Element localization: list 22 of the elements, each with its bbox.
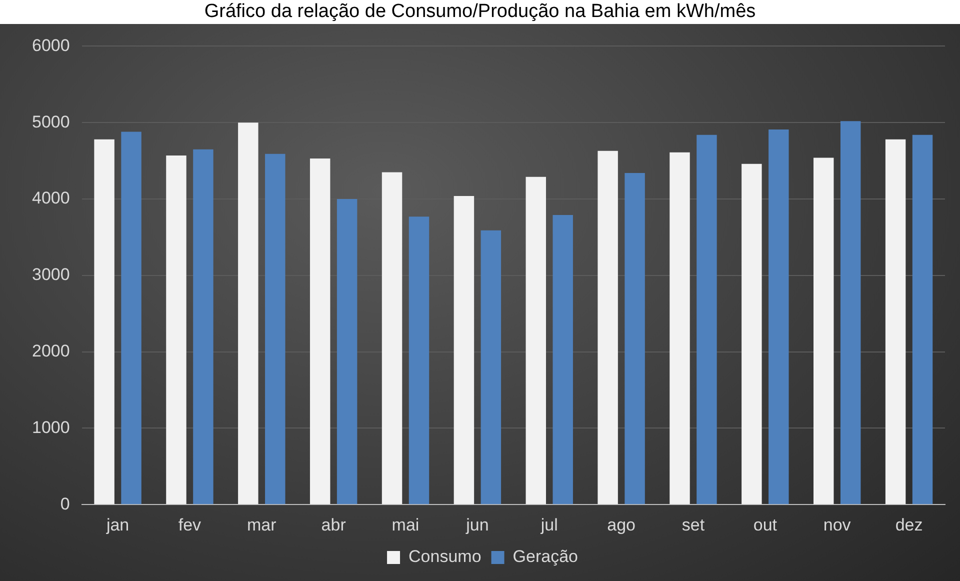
x-tick-label: out: [753, 515, 778, 534]
x-tick-label: abr: [321, 515, 346, 534]
y-tick-label: 4000: [32, 188, 70, 208]
x-tick-label: ago: [607, 515, 636, 534]
x-tick-label: mai: [392, 515, 420, 534]
x-tick-label: set: [682, 515, 705, 534]
x-tick-label: dez: [895, 515, 923, 534]
y-tick-label: 3000: [32, 265, 70, 284]
x-tick-label: jul: [540, 515, 558, 534]
chart-title: Gráfico da relação de Consumo/Produção na Bahia em kWh/mês: [203, 0, 757, 24]
legend-label: Consumo: [408, 547, 482, 566]
y-tick-label: 5000: [32, 112, 70, 132]
y-tick-label: 0: [60, 494, 70, 514]
y-tick-label: 2000: [32, 341, 70, 360]
y-tick-label: 1000: [32, 418, 70, 437]
y-tick-label: 6000: [32, 36, 70, 55]
x-tick-label: fev: [178, 515, 202, 534]
x-tick-label: jan: [105, 515, 130, 534]
x-tick-label: nov: [823, 515, 852, 534]
legend-label: Geração: [512, 547, 578, 566]
x-tick-label: jun: [465, 515, 489, 534]
x-tick-label: mar: [247, 515, 277, 534]
